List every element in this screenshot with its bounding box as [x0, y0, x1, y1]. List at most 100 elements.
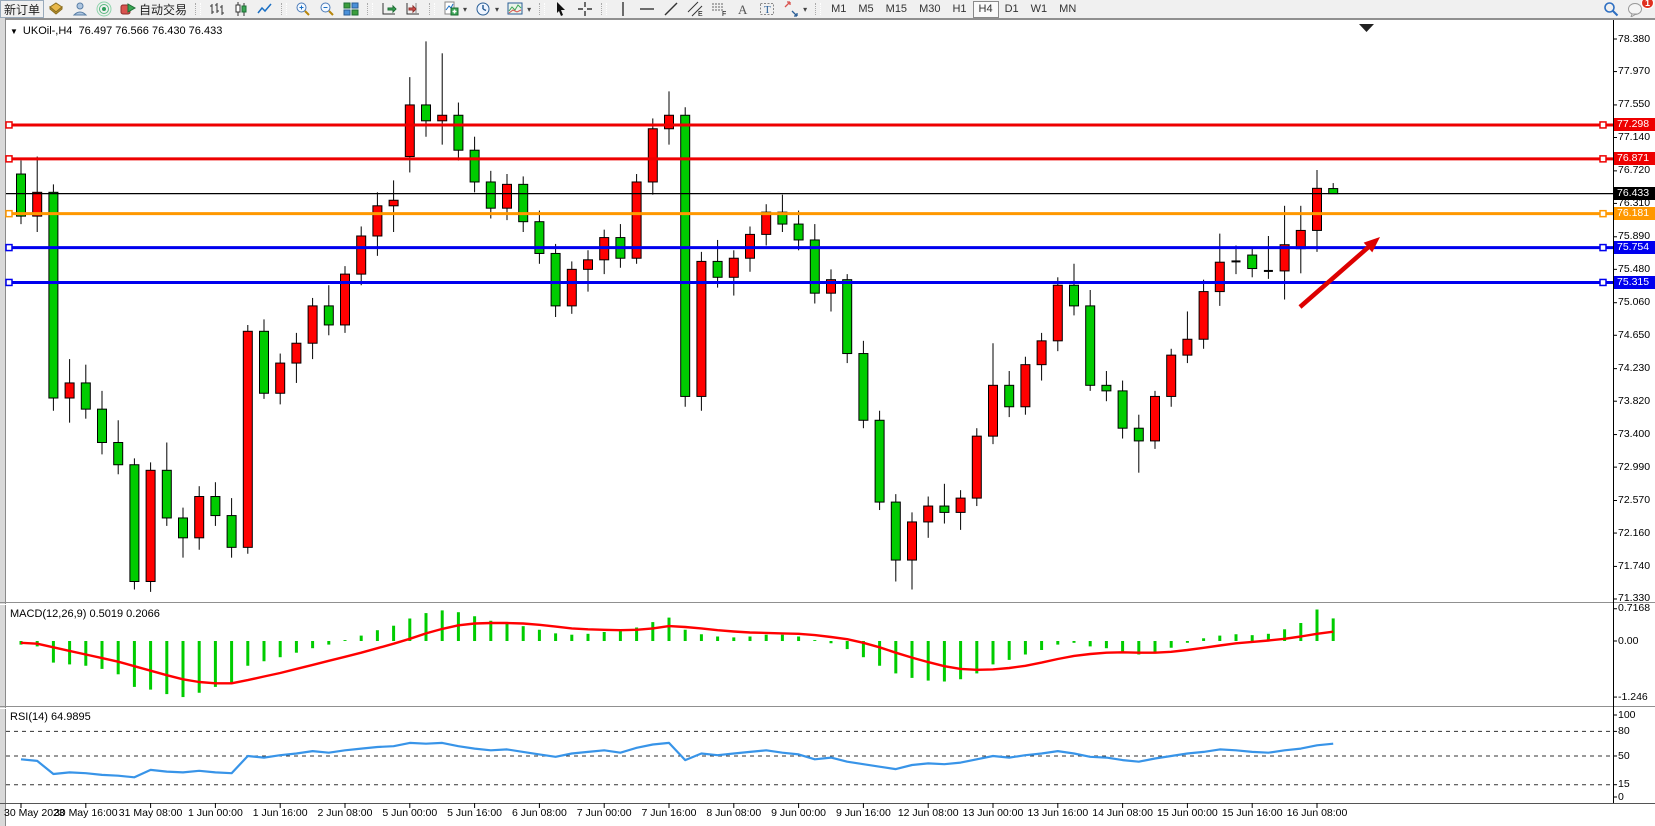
- candle-body: [1117, 390, 1128, 429]
- chart-ohlc-values: 76.497 76.566 76.430 76.433: [78, 25, 223, 37]
- vertical-line-tool-button[interactable]: [611, 0, 635, 18]
- candle-body: [696, 260, 707, 397]
- text-icon: A: [735, 1, 751, 17]
- candle-body: [1198, 291, 1209, 340]
- auto-trading-label: 自动交易: [139, 2, 188, 17]
- horizontal-line-tool-button[interactable]: [635, 0, 659, 18]
- indicators-icon: [443, 1, 459, 17]
- crosshair-tool-button[interactable]: [573, 0, 597, 18]
- hline-left-handle[interactable]: [5, 155, 13, 163]
- candle-body: [1214, 261, 1225, 293]
- auto-scroll-button[interactable]: [377, 0, 401, 18]
- candle-body: [485, 181, 496, 209]
- hline-right-handle[interactable]: [1599, 278, 1607, 287]
- chart-title: ▼ UKOil-,H4 76.497 76.566 76.430 76.433: [10, 25, 222, 37]
- hline-right-handle[interactable]: [1599, 121, 1607, 129]
- candle-body: [1101, 384, 1112, 392]
- arrow-annotation[interactable]: [1298, 245, 1370, 309]
- candle-body: [113, 442, 124, 466]
- candle-body: [453, 114, 464, 151]
- indicators-button[interactable]: ▾: [439, 0, 471, 18]
- candle-body: [356, 235, 367, 275]
- candle-body: [178, 517, 188, 539]
- equidistant-channel-tool-button[interactable]: E: [683, 0, 707, 18]
- zoom-in-button[interactable]: [291, 0, 315, 18]
- timeframe-button-M30[interactable]: M30: [919, 2, 941, 15]
- line-chart-button[interactable]: [253, 0, 277, 18]
- candle-body: [583, 259, 593, 270]
- text-label-tool-button[interactable]: T: [755, 0, 779, 18]
- chart-symbol-period: UKOil-,H4: [22, 25, 73, 37]
- text-label-icon: T: [759, 1, 775, 17]
- timeframe-button-M15[interactable]: M15: [885, 2, 908, 15]
- search-button[interactable]: [1599, 0, 1623, 18]
- svg-text:E: E: [698, 11, 703, 17]
- chart-window[interactable]: ▼ UKOil-,H4 76.497 76.566 76.430 76.433 M…: [0, 18, 1655, 826]
- hline-right-handle[interactable]: [1599, 243, 1607, 252]
- zoom-out-icon: [319, 1, 335, 17]
- candle-body: [323, 305, 334, 326]
- hline-left-handle[interactable]: [5, 243, 13, 252]
- candle-body: [259, 330, 269, 394]
- timeframe-button-D1[interactable]: D1: [1004, 2, 1019, 15]
- text-tool-button[interactable]: A: [731, 0, 755, 18]
- candle-body: [1133, 427, 1144, 442]
- timeframe-button-H4[interactable]: H4: [972, 0, 999, 18]
- toolbar-grip: [815, 3, 822, 15]
- arrows-dropdown-caret: ▾: [803, 4, 808, 14]
- new-chart-button[interactable]: [44, 0, 68, 18]
- candle-body: [1085, 305, 1096, 386]
- candle-body: [1036, 340, 1047, 366]
- profile-button[interactable]: [68, 0, 92, 18]
- candle-body: [1312, 187, 1322, 231]
- toolbar-grip: [539, 3, 546, 15]
- chart-shift-marker-icon[interactable]: [1359, 24, 1374, 32]
- timeframe-button-MN[interactable]: MN: [1059, 2, 1077, 15]
- tile-windows-button[interactable]: [339, 0, 363, 18]
- candle-body: [64, 382, 75, 399]
- fibonacci-tool-button[interactable]: F: [707, 0, 731, 18]
- new-order-button[interactable]: 新订单: [0, 0, 45, 18]
- crosshair-icon: [577, 1, 593, 17]
- hline-right-handle[interactable]: [1599, 155, 1607, 163]
- candle-body: [161, 469, 172, 519]
- timeframe-button-M1[interactable]: M1: [831, 2, 847, 15]
- zoom-out-button[interactable]: [315, 0, 339, 18]
- signals-button[interactable]: [92, 0, 116, 18]
- timeframe-button-H1[interactable]: H1: [952, 2, 967, 15]
- candle-body: [340, 273, 350, 326]
- candle-body: [793, 223, 804, 241]
- notifications-button[interactable]: 1: [1623, 0, 1654, 18]
- hline-left-handle[interactable]: [5, 278, 13, 287]
- candle-body: [388, 199, 399, 207]
- bar-chart-button[interactable]: [205, 0, 229, 18]
- profile-icon: [72, 1, 88, 17]
- cursor-tool-button[interactable]: [549, 0, 573, 18]
- hline-left-handle[interactable]: [5, 209, 13, 218]
- candle-body: [712, 260, 723, 278]
- timeframe-button-W1[interactable]: W1: [1030, 2, 1048, 15]
- candle-body: [194, 496, 205, 539]
- chart-canvas[interactable]: [0, 18, 1655, 826]
- candle-body: [1069, 284, 1079, 307]
- window-top-edge: [0, 18, 1655, 21]
- candle-body: [372, 205, 383, 237]
- timeframe-button-M5[interactable]: M5: [858, 2, 874, 15]
- trend-line-tool-button[interactable]: [659, 0, 683, 18]
- candle-body: [534, 221, 545, 254]
- candle-body: [275, 362, 286, 394]
- candle-body: [890, 501, 901, 561]
- auto-trading-button[interactable]: 自动交易: [116, 0, 191, 18]
- candlestick-chart-button[interactable]: [229, 0, 253, 18]
- periods-button[interactable]: ▾: [471, 0, 503, 18]
- hline-left-handle[interactable]: [5, 121, 13, 129]
- candle-body: [129, 464, 140, 583]
- chart-shift-button[interactable]: [401, 0, 425, 18]
- hline-right-handle[interactable]: [1599, 209, 1607, 218]
- svg-text:A: A: [738, 2, 748, 17]
- templates-button[interactable]: ▾: [503, 0, 535, 18]
- chart-title-dropdown-icon[interactable]: ▼: [10, 27, 18, 36]
- arrows-tool-button[interactable]: ▾: [779, 0, 811, 18]
- arrow-annotation-head: [1363, 237, 1380, 253]
